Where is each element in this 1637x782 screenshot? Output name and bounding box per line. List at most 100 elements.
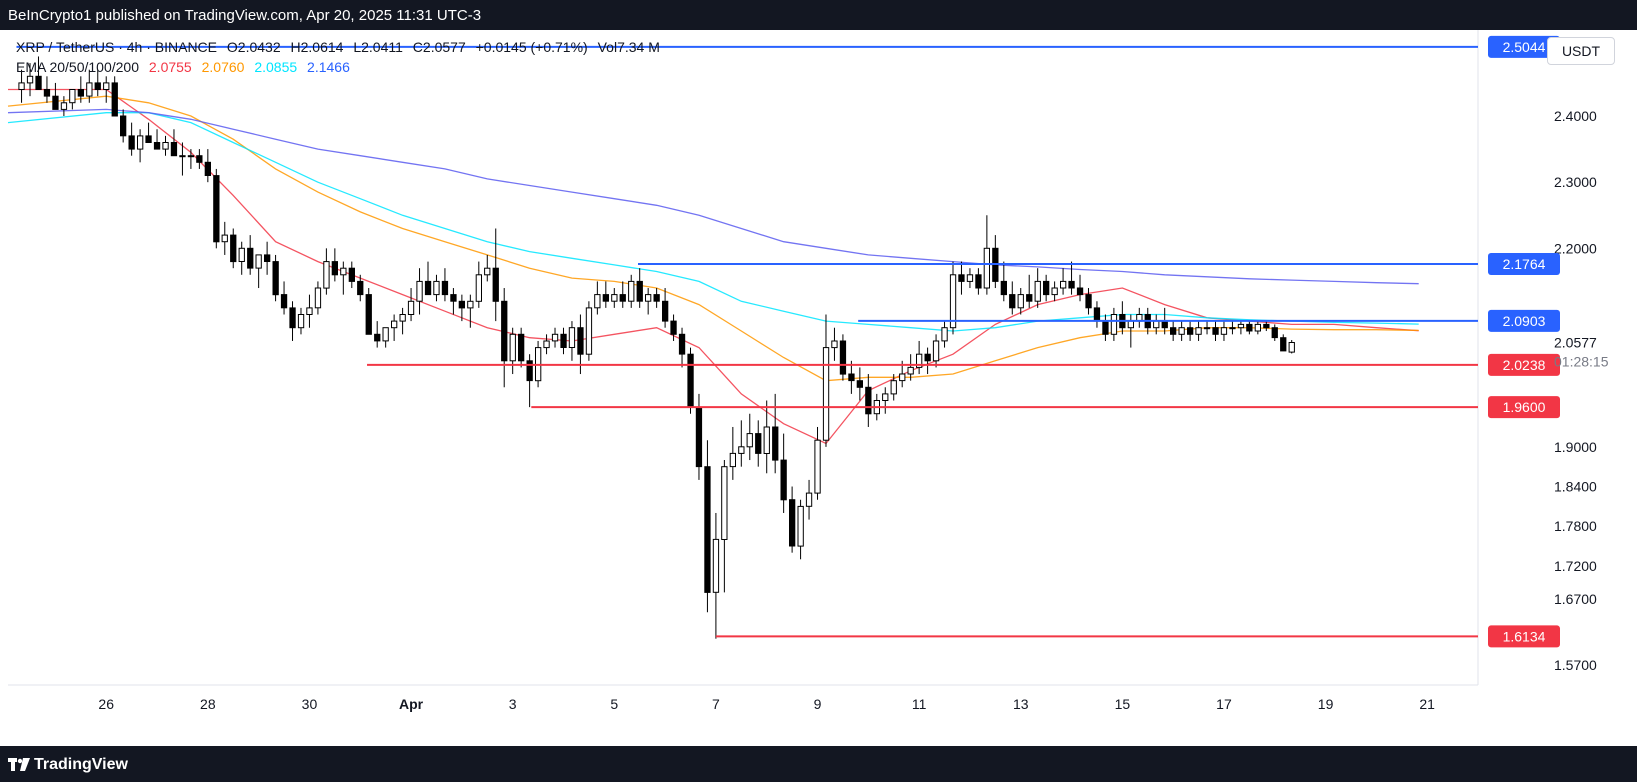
candle-down [1263, 323, 1270, 329]
candle-up [1060, 280, 1067, 289]
candle-down [839, 340, 847, 375]
candle-down [1246, 323, 1253, 332]
candle-down [213, 175, 220, 243]
volume-label: Vol7.34 M [597, 39, 660, 55]
candle-up [543, 340, 550, 349]
candle-up [399, 314, 406, 322]
ohlc-low: L2.0411 [353, 39, 403, 55]
ohlc-open: O2.0432 [226, 39, 281, 55]
candle-down [52, 95, 59, 110]
candle-down [1068, 280, 1075, 289]
candle-countdown-label: 01:28:15 [1554, 353, 1609, 369]
current-price-label: 2.0577 [1554, 334, 1597, 350]
x-tick-label: 26 [98, 696, 114, 712]
candle-down [1085, 294, 1092, 309]
candle-down [1212, 327, 1219, 335]
x-tick-label: 9 [814, 696, 822, 712]
candle-up [340, 267, 347, 276]
candle-up [475, 274, 483, 302]
candle-up [187, 155, 195, 158]
candle-up [306, 307, 313, 315]
candle-down [704, 466, 711, 593]
candle-down [230, 234, 237, 263]
candle-up [721, 466, 728, 541]
candle-down [695, 406, 703, 468]
candle-down [43, 89, 51, 97]
y-tick-label: 1.6700 [1554, 591, 1597, 607]
candle-up [467, 300, 474, 309]
candle-down [111, 82, 118, 117]
candle-up [1195, 327, 1202, 335]
candle-down [357, 280, 364, 296]
candle-down [94, 82, 101, 91]
candle-down [662, 300, 669, 322]
candle-down [170, 142, 178, 157]
candle-down [526, 360, 533, 382]
candle-up [382, 327, 389, 342]
candle-down [865, 386, 872, 415]
tradingview-brand[interactable]: TradingView [34, 756, 128, 773]
y-tick-label: 1.9000 [1554, 439, 1597, 455]
x-tick-label: 3 [509, 696, 517, 712]
candle-down [424, 280, 432, 296]
candle-up [1034, 280, 1041, 302]
candle-up [69, 89, 76, 104]
x-tick-label: 19 [1318, 696, 1334, 712]
y-tick-label: 2.2000 [1554, 240, 1597, 256]
candle-down [848, 373, 855, 382]
candle-up [1203, 327, 1211, 330]
candle-down [1170, 327, 1177, 335]
candle-up [137, 135, 144, 150]
ema-header: EMA 20/50/100/200 2.0755 2.0760 2.0855 2… [16, 59, 356, 75]
candle-up [949, 274, 957, 329]
candle-down [272, 261, 279, 296]
x-tick-label: 28 [200, 696, 216, 712]
candle-up [1229, 327, 1236, 330]
ema-label[interactable]: EMA 20/50/100/200 [16, 59, 139, 75]
currency-button[interactable]: USDT [1547, 37, 1615, 65]
candle-up [797, 505, 804, 547]
x-tick-label: 15 [1115, 696, 1131, 712]
support-level-badge [1488, 625, 1560, 648]
candle-down [145, 135, 152, 144]
candle-up [738, 446, 745, 454]
candle-down [1093, 307, 1101, 322]
candle-down [1102, 320, 1109, 335]
support-level-label: 1.9600 [1503, 399, 1546, 415]
ohlc-close: C2.0577 [412, 39, 466, 55]
support-level-label: 1.6134 [1503, 628, 1546, 644]
candle-up [746, 433, 753, 448]
candle-up [60, 102, 68, 110]
candle-up [729, 452, 737, 468]
tradingview-logo-icon[interactable] [8, 756, 30, 772]
candle-up [568, 327, 576, 349]
x-tick-label: 11 [912, 696, 927, 712]
candle-down [619, 294, 626, 302]
candle-up [162, 142, 169, 150]
candle-up [1288, 342, 1295, 353]
candle-up [882, 393, 889, 401]
candle-down [196, 155, 203, 163]
candle-up [391, 320, 398, 329]
support-level-label: 2.0238 [1503, 357, 1546, 373]
symbol-label[interactable]: XRP / TetherUS · 4h · BINANCE [16, 39, 217, 55]
ema50-value: 2.0760 [201, 59, 245, 75]
candle-up [509, 333, 516, 362]
candle-down [280, 294, 288, 309]
candle-down [577, 327, 584, 355]
candle-up [238, 247, 245, 263]
candle-up [712, 538, 720, 593]
candle-down [670, 320, 677, 335]
candle-down [501, 300, 508, 362]
candle-up [103, 82, 110, 91]
candle-down [128, 135, 135, 150]
candle-up [179, 155, 186, 158]
candle-up [907, 366, 914, 375]
candle-down [153, 142, 161, 150]
candle-down [1187, 327, 1194, 335]
candlestick-chart[interactable]: 2.4000 2.3000 2.2000 1.9000 1.8400 1.7800 1.72… [0, 30, 1637, 746]
symbol-header: XRP / TetherUS · 4h · BINANCE O2.0432 H2… [16, 39, 666, 55]
chart-panel[interactable]: 2.4000 2.3000 2.2000 1.9000 1.8400 1.7800 1.72… [0, 30, 1637, 746]
candle-down [975, 274, 982, 289]
candle-down [441, 280, 449, 296]
